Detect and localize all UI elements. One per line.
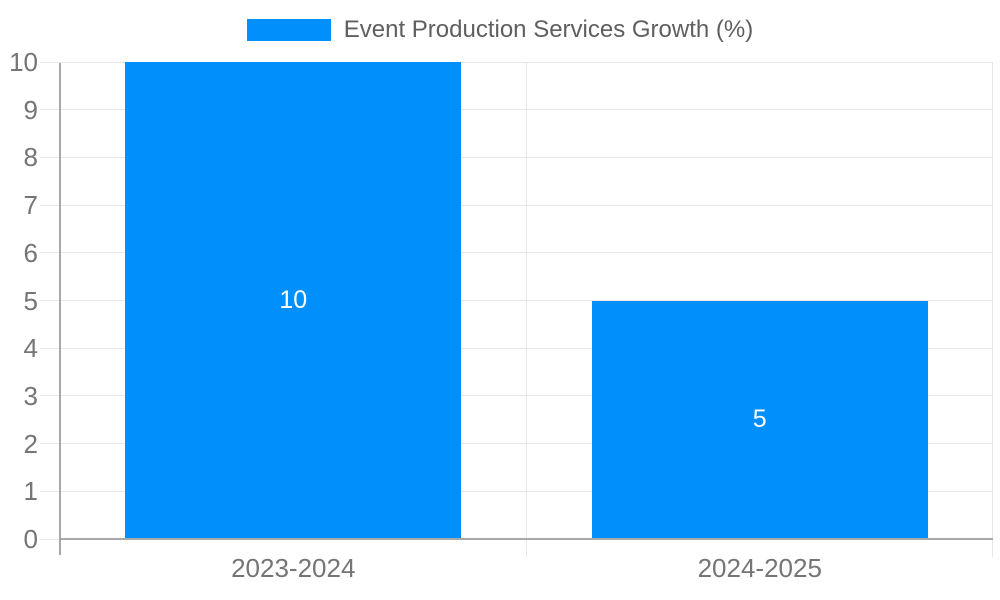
h-gridline: [40, 490, 993, 492]
y-tick-label: 6: [23, 237, 38, 268]
y-axis-line: [59, 63, 61, 555]
legend[interactable]: Event Production Services Growth (%): [0, 16, 1000, 44]
v-gridline: [525, 62, 527, 557]
y-axis-tick-labels: 0 1 2 3 4 5 6 7 8 9 10: [0, 49, 38, 552]
y-tick-label: 9: [23, 94, 38, 125]
h-gridline: [40, 395, 993, 397]
bar-value-label: 10: [279, 286, 308, 314]
y-tick-label: 2: [23, 428, 38, 459]
y-tick-label: 8: [23, 142, 38, 173]
v-gridline: [992, 62, 993, 557]
plot-area: 10 5: [40, 61, 993, 557]
bar-2024-2025[interactable]: 5: [591, 300, 928, 539]
x-tick-label: 2023-2024: [231, 553, 356, 583]
y-tick-label: 5: [23, 285, 38, 316]
h-gridline: [40, 443, 993, 445]
y-tick-label: 3: [23, 380, 38, 411]
h-gridline: [40, 347, 993, 349]
h-gridline: [40, 109, 993, 111]
y-tick-label: 4: [23, 333, 38, 364]
h-gridline: [40, 300, 993, 301]
y-tick-label: 0: [23, 524, 38, 554]
h-gridline: [40, 204, 993, 206]
x-axis-line: [59, 538, 993, 540]
h-gridline: [40, 61, 993, 63]
y-tick-label: 10: [9, 47, 38, 77]
x-axis-category-labels: 2023-2024 2024-2025: [60, 553, 993, 585]
h-gridline: [40, 252, 993, 254]
bar-value-label: 5: [752, 405, 767, 434]
legend-label: Event Production Services Growth (%): [343, 16, 754, 43]
legend-swatch-icon: [246, 19, 331, 41]
y-tick-label: 7: [23, 190, 38, 221]
bar-2023-2024[interactable]: 10: [125, 62, 462, 539]
y-tick-label: 1: [23, 476, 38, 507]
x-tick-label: 2024-2025: [697, 553, 822, 583]
h-gridline: [40, 156, 993, 158]
